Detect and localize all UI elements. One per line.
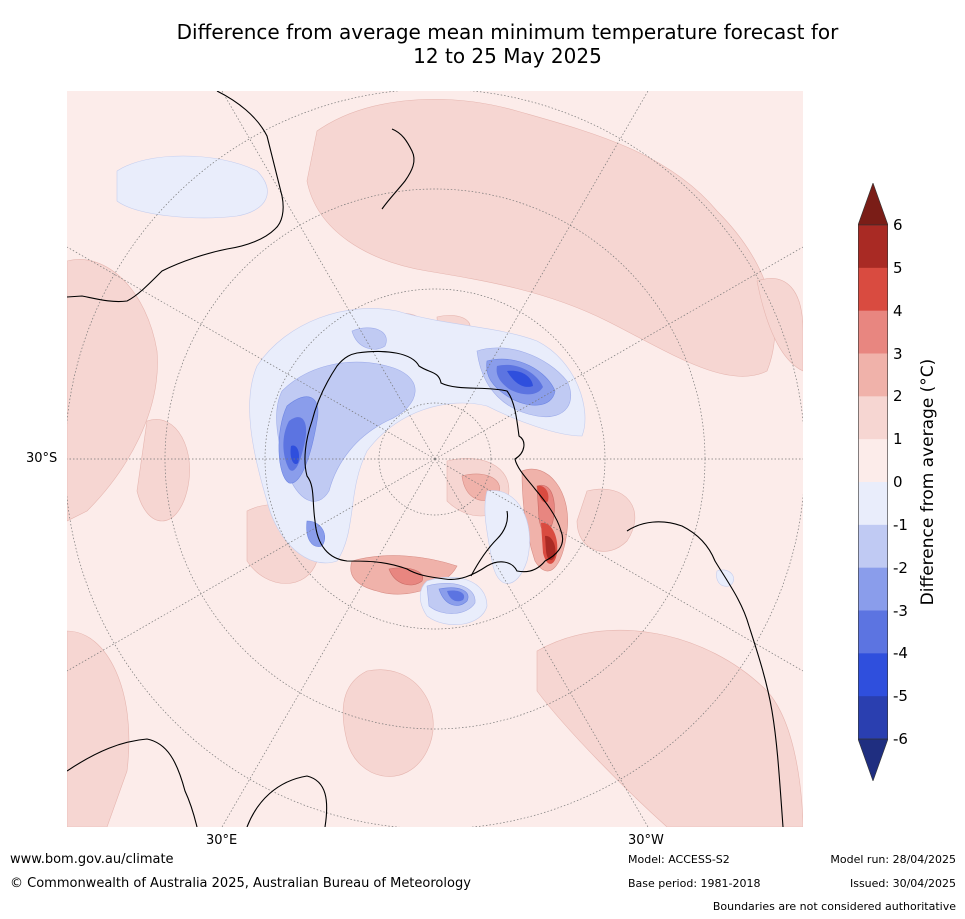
colorbar-tick-label: -2	[893, 558, 908, 577]
colorbar	[857, 182, 889, 782]
chart-title: Difference from average mean minimum tem…	[60, 20, 955, 68]
colorbar-segment	[858, 653, 888, 697]
colorbar-tick-label: -6	[893, 730, 908, 748]
africa-coast-2	[246, 775, 328, 827]
map-svg	[67, 91, 803, 827]
title-line-1: Difference from average mean minimum tem…	[176, 20, 839, 44]
footer-base-period: Base period: 1981-2018	[628, 877, 761, 890]
colorbar-frame	[858, 224, 888, 740]
footer-model: Model: ACCESS-S2	[628, 853, 730, 866]
footer-disclaimer: Boundaries are not considered authoritat…	[712, 900, 956, 913]
colorbar-segment	[858, 524, 888, 569]
south-america-coast	[626, 521, 784, 827]
colorbar-label: Difference from average (°C)	[918, 358, 938, 606]
new-zealand-coast	[381, 128, 415, 210]
colorbar-tick-label: -5	[893, 687, 908, 706]
colorbar-segment	[858, 567, 888, 611]
colorbar-tick-label: 2	[893, 387, 903, 406]
colorbar-segment	[858, 267, 888, 312]
colorbar-tick-label: 5	[893, 258, 903, 277]
map-panel	[67, 91, 803, 827]
anomaly-warm-4-6	[537, 485, 558, 564]
graticule	[67, 91, 803, 827]
colorbar-tick-label: -1	[893, 515, 908, 534]
coastlines	[67, 91, 784, 827]
colorbar-segment	[858, 482, 888, 526]
colorbar-tick-label: -4	[893, 644, 908, 663]
footer-model-run: Model run: 28/04/2025	[830, 853, 956, 866]
antarctica-coast	[304, 350, 563, 580]
colorbar-segment	[858, 353, 888, 397]
colorbar-tick-label: 0	[893, 473, 903, 491]
africa-coast	[67, 738, 198, 827]
colorbar-svg	[857, 182, 889, 782]
australia-coast	[67, 91, 284, 303]
title-line-2: 12 to 25 May 2025	[413, 44, 602, 68]
colorbar-tick-label: -3	[893, 601, 908, 620]
lon-label-30w: 30°W	[628, 833, 664, 848]
lat-label-30s: 30°S	[26, 451, 58, 466]
colorbar-segment	[858, 396, 888, 440]
footer-copyright: © Commonwealth of Australia 2025, Austra…	[10, 876, 471, 891]
footer-url[interactable]: www.bom.gov.au/climate	[10, 852, 174, 867]
colorbar-segment	[858, 439, 888, 483]
colorbar-bottom-arrow	[857, 738, 889, 782]
colorbar-tick-label: 3	[893, 344, 903, 363]
colorbar-top-arrow	[857, 182, 889, 226]
antarctic-peninsula-coast	[470, 510, 509, 577]
colorbar-segment	[858, 310, 888, 354]
colorbar-segment	[858, 696, 888, 740]
colorbar-tick-label: 1	[893, 430, 903, 449]
lon-label-30e: 30°E	[206, 833, 238, 848]
anomaly-warm-1-2	[67, 99, 803, 827]
colorbar-segment	[858, 610, 888, 654]
anomaly-cool-3-5	[283, 364, 543, 602]
colorbar-tick-label: 6	[893, 216, 903, 234]
footer-issued: Issued: 30/04/2025	[849, 877, 956, 890]
colorbar-segment	[858, 225, 888, 269]
colorbar-tick-label: 4	[893, 301, 903, 320]
